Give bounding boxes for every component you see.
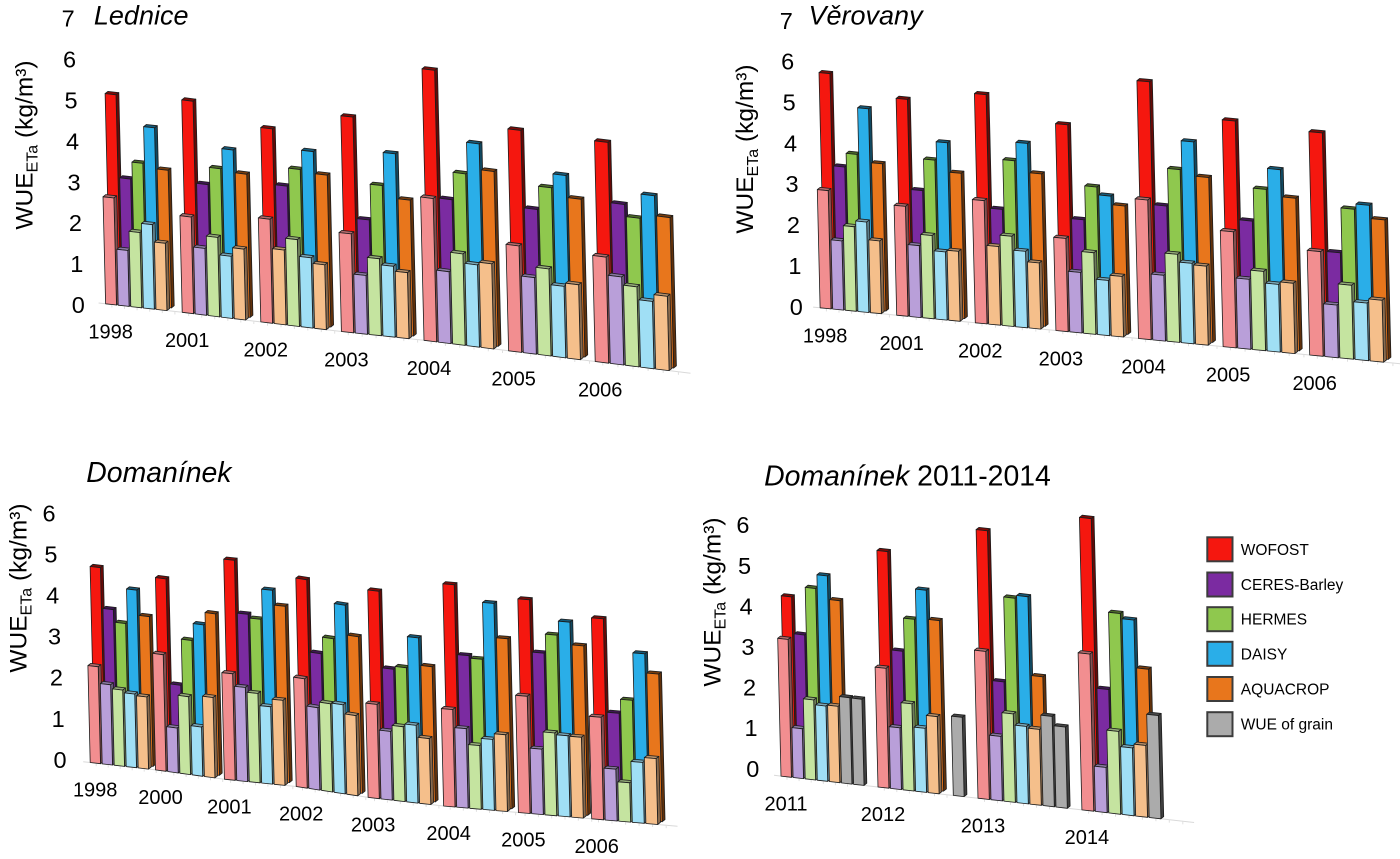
svg-text:2000: 2000	[138, 787, 183, 809]
svg-text:WUEETa (kg/m³): WUEETa (kg/m³)	[6, 503, 36, 672]
svg-text:4: 4	[784, 130, 797, 156]
svg-text:AQUACROP: AQUACROP	[1241, 682, 1330, 699]
svg-text:2014: 2014	[1065, 827, 1110, 849]
svg-text:2001: 2001	[207, 796, 252, 818]
svg-text:2002: 2002	[244, 340, 289, 362]
svg-text:0: 0	[790, 294, 803, 320]
svg-text:2006: 2006	[1292, 373, 1337, 395]
svg-text:5: 5	[65, 88, 78, 114]
svg-text:1: 1	[745, 715, 758, 741]
svg-text:2001: 2001	[879, 333, 924, 355]
svg-text:WUEETa (kg/m³): WUEETa (kg/m³)	[699, 517, 729, 686]
svg-text:1998: 1998	[73, 780, 118, 802]
svg-text:6: 6	[42, 500, 55, 526]
svg-text:2002: 2002	[958, 341, 1003, 363]
svg-text:2003: 2003	[1039, 348, 1084, 370]
svg-text:0: 0	[72, 292, 85, 318]
svg-text:Domanínek: Domanínek	[86, 457, 233, 489]
svg-text:2002: 2002	[279, 804, 324, 826]
svg-text:2003: 2003	[324, 349, 369, 371]
svg-text:WUEETa (kg/m³): WUEETa (kg/m³)	[11, 60, 41, 229]
svg-text:WOFOST: WOFOST	[1241, 542, 1310, 559]
svg-text:DAISY: DAISY	[1241, 646, 1288, 663]
svg-text:5: 5	[44, 541, 57, 567]
svg-text:1998: 1998	[803, 326, 848, 348]
svg-text:3: 3	[67, 169, 80, 195]
svg-text:1: 1	[52, 706, 65, 732]
svg-text:6: 6	[63, 47, 76, 73]
svg-text:1998: 1998	[88, 322, 133, 344]
svg-text:2: 2	[787, 212, 800, 238]
svg-text:Věrovany: Věrovany	[809, 1, 925, 31]
svg-text:3: 3	[785, 171, 798, 197]
svg-text:6: 6	[781, 49, 794, 75]
svg-text:HERMES: HERMES	[1241, 612, 1307, 629]
svg-text:0: 0	[54, 747, 67, 773]
svg-text:WUE of grain: WUE of grain	[1241, 717, 1333, 734]
svg-text:7: 7	[780, 8, 793, 34]
svg-text:2004: 2004	[1121, 356, 1166, 378]
svg-text:Domanínek 2011-2014: Domanínek 2011-2014	[764, 460, 1051, 492]
svg-text:4: 4	[66, 128, 79, 154]
svg-text:2005: 2005	[491, 369, 536, 391]
svg-text:3: 3	[48, 624, 61, 650]
svg-text:2003: 2003	[351, 815, 396, 837]
svg-text:2006: 2006	[578, 379, 623, 401]
svg-text:WUEETa (kg/m³): WUEETa (kg/m³)	[732, 64, 762, 233]
svg-text:2: 2	[50, 665, 63, 691]
svg-text:CERES-Barley: CERES-Barley	[1241, 577, 1344, 594]
svg-text:2006: 2006	[574, 836, 619, 858]
svg-text:6: 6	[736, 512, 749, 538]
svg-text:2: 2	[69, 210, 82, 236]
svg-text:2013: 2013	[961, 815, 1006, 837]
svg-text:2011: 2011	[764, 793, 807, 815]
svg-text:2012: 2012	[861, 804, 906, 826]
svg-text:2: 2	[743, 675, 756, 701]
svg-text:7: 7	[62, 6, 75, 32]
svg-text:2005: 2005	[501, 830, 546, 852]
svg-text:2001: 2001	[165, 330, 210, 352]
svg-text:2004: 2004	[426, 823, 471, 845]
svg-text:4: 4	[740, 593, 753, 619]
svg-text:5: 5	[738, 553, 751, 579]
svg-text:Lednice: Lednice	[94, 1, 189, 31]
svg-text:5: 5	[783, 90, 796, 116]
svg-text:1: 1	[70, 251, 83, 277]
svg-text:4: 4	[46, 583, 59, 609]
svg-text:0: 0	[746, 756, 759, 782]
svg-text:2005: 2005	[1206, 364, 1251, 386]
svg-text:2004: 2004	[407, 358, 452, 380]
svg-text:3: 3	[741, 634, 754, 660]
svg-text:1: 1	[788, 253, 801, 279]
